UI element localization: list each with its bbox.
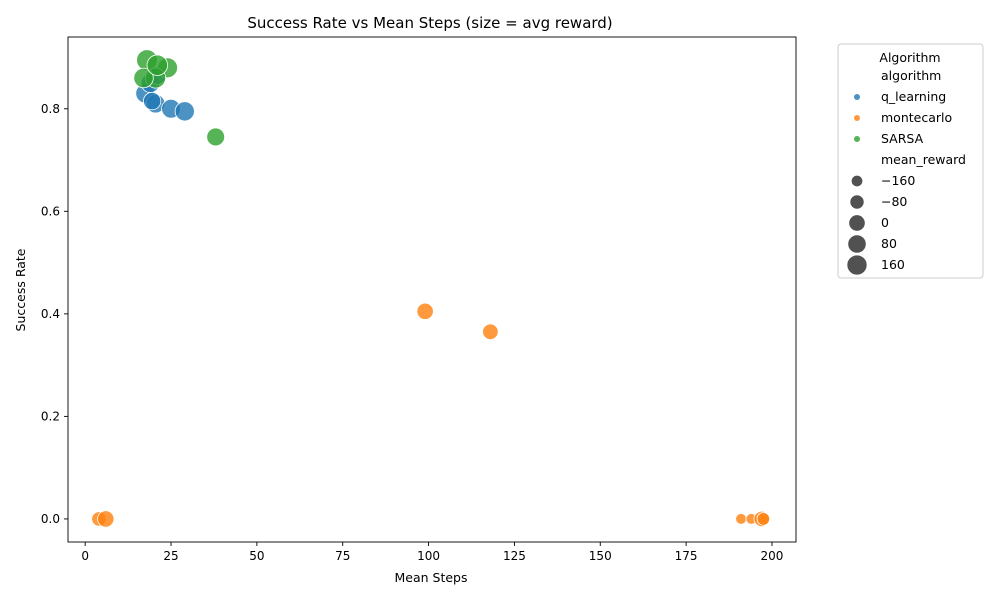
legend-size-label: −80 bbox=[881, 194, 907, 209]
legend-size-marker bbox=[848, 214, 866, 232]
data-point-SARSA bbox=[206, 127, 226, 147]
legend-size-marker bbox=[850, 174, 864, 188]
legend-marker-SARSA bbox=[854, 136, 860, 142]
legend-size-marker bbox=[849, 194, 865, 210]
data-point-montecarlo bbox=[756, 512, 771, 526]
x-tick-label: 175 bbox=[675, 549, 698, 563]
data-point-montecarlo bbox=[482, 323, 499, 341]
data-point-montecarlo bbox=[416, 302, 434, 320]
x-axis-label: Mean Steps bbox=[394, 570, 467, 585]
x-tick-label: 200 bbox=[761, 549, 784, 563]
data-point-montecarlo bbox=[735, 513, 747, 525]
legend-title: Algorithm bbox=[879, 50, 940, 65]
x-tick-label: 50 bbox=[249, 549, 264, 563]
legend-marker-q_learning bbox=[854, 94, 860, 100]
x-tick-label: 25 bbox=[163, 549, 178, 563]
legend-label-SARSA: SARSA bbox=[881, 131, 924, 146]
legend-items: algorithm q_learning montecarlo SARSA mean_r… bbox=[846, 68, 966, 276]
data-point-montecarlo bbox=[97, 510, 115, 528]
plot-area: 0 25 50 75 100 125 150 175 200 0.0 0.2 0.4 0.6 0.8 bbox=[41, 36, 797, 563]
plot-frame bbox=[67, 36, 797, 543]
y-tick-label: 0.6 bbox=[41, 204, 60, 218]
data-points bbox=[91, 49, 771, 528]
x-tick-label: 125 bbox=[503, 549, 526, 563]
data-point-q_learning bbox=[143, 91, 162, 111]
legend-frame bbox=[837, 43, 984, 279]
legend: Algorithm algorithm q_learning montecarlo S… bbox=[837, 43, 984, 279]
x-tick-label: 75 bbox=[335, 549, 350, 563]
x-tick-label: 100 bbox=[417, 549, 440, 563]
legend-size-marker bbox=[847, 234, 867, 254]
legend-size-marker bbox=[846, 254, 868, 276]
y-tick-label: 0.2 bbox=[41, 409, 60, 423]
legend-size-label: 0 bbox=[881, 215, 889, 230]
data-point-SARSA bbox=[146, 54, 168, 76]
legend-size-title: mean_reward bbox=[881, 152, 966, 167]
y-tick-label: 0.8 bbox=[41, 102, 60, 116]
x-tick-label: 0 bbox=[81, 549, 89, 563]
legend-hue-title: algorithm bbox=[881, 68, 941, 83]
x-tick-label: 150 bbox=[589, 549, 612, 563]
legend-label-q_learning: q_learning bbox=[881, 89, 946, 104]
y-tick-label: 0.0 bbox=[41, 512, 60, 526]
y-axis-ticks: 0.0 0.2 0.4 0.6 0.8 bbox=[41, 102, 68, 526]
legend-size-label: −160 bbox=[881, 173, 915, 188]
data-point-q_learning bbox=[174, 101, 195, 122]
y-tick-label: 0.4 bbox=[41, 307, 60, 321]
legend-marker-montecarlo bbox=[854, 115, 860, 121]
legend-label-montecarlo: montecarlo bbox=[881, 110, 952, 125]
x-axis-ticks: 0 25 50 75 100 125 150 175 200 bbox=[81, 542, 783, 563]
data-point-SARSA bbox=[133, 67, 154, 89]
chart-title: Success Rate vs Mean Steps (size = avg r… bbox=[247, 14, 612, 32]
legend-size-label: 160 bbox=[881, 257, 905, 272]
y-axis-label: Success Rate bbox=[13, 248, 28, 331]
legend-size-label: 80 bbox=[881, 236, 897, 251]
